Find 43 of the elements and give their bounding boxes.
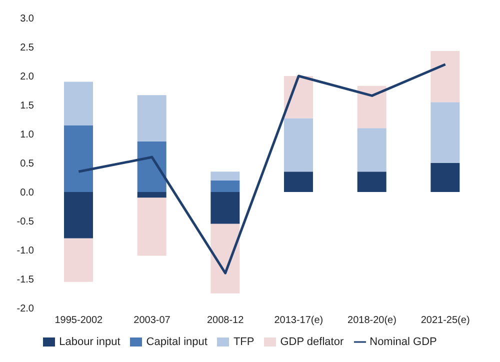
bar [430,162,460,192]
y-tick-label: 0.5 [20,158,34,170]
y-tick-label: -1.5 [16,274,34,286]
bar [137,198,166,256]
x-tick-label: 2018-20(e) [348,315,396,326]
legend-label: Nominal GDP [370,336,437,348]
y-tick-label: 2.5 [20,42,34,54]
bar [137,142,166,192]
legend-label: Capital input [146,336,208,348]
x-tick-label: 2008-12 [206,315,244,326]
bar [430,102,460,163]
x-tick-label: 1995-2002 [54,315,104,326]
bar [137,192,166,198]
bar [357,128,386,172]
bar [210,172,240,180]
bar [64,82,93,126]
y-tick-label: 1.5 [20,100,34,112]
bar [64,125,93,192]
bar [430,51,460,102]
bar [284,172,313,192]
bar [210,180,240,192]
legend-label: Labour input [59,336,120,348]
y-tick-label: -2.0 [16,303,34,314]
bar [357,172,386,192]
legend-label: TFP [233,336,254,348]
x-tick-label: 2013-17(e) [274,315,324,326]
x-tick-label: 2021-25(e) [420,315,470,326]
bar [210,192,240,224]
line-series [77,63,447,274]
bar [357,86,386,128]
y-tick-label: 1.0 [20,130,34,141]
bar [210,224,240,294]
x-tick-label: 2003-07 [134,315,171,326]
y-tick-label: -1.0 [16,245,34,256]
y-tick-label: -0.5 [16,216,34,228]
y-tick-label: 3.0 [20,14,34,25]
bar [137,95,166,142]
bar [64,192,93,238]
y-tick-label: 0.0 [20,187,34,198]
legend-label: GDP deflator [280,336,344,348]
y-tick-label: 2.0 [20,72,34,83]
bar [284,118,313,172]
bar [64,238,93,282]
